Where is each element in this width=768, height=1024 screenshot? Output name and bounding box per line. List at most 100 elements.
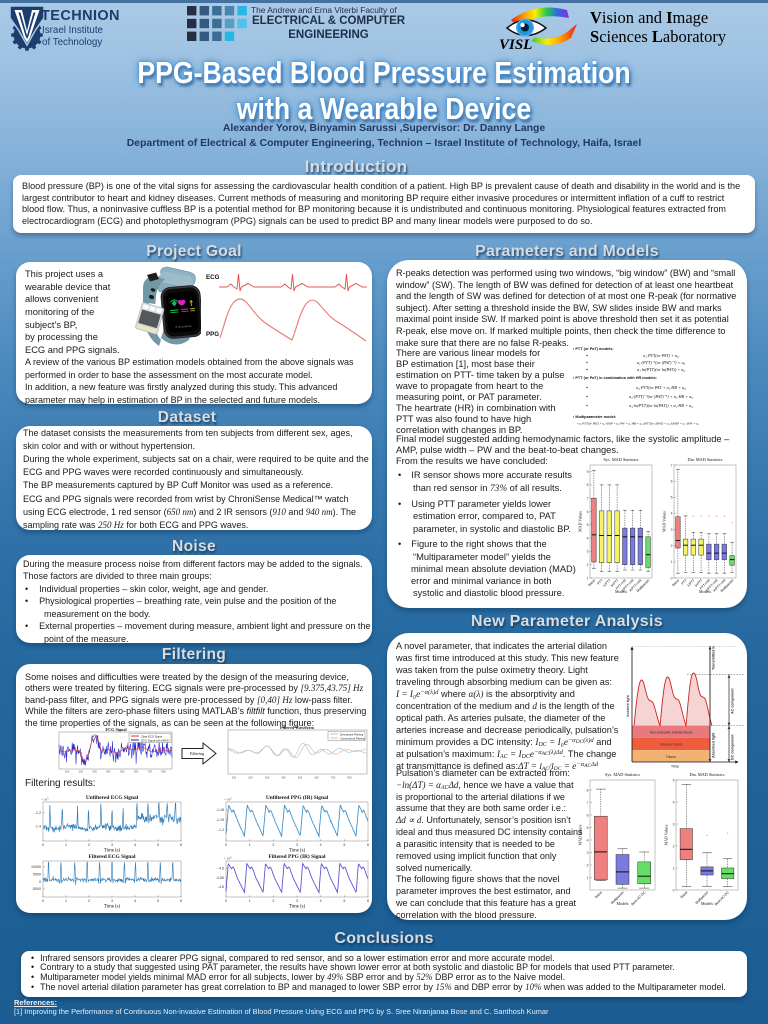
svg-text:DC component: DC component (731, 734, 735, 760)
svg-text:1: 1 (65, 843, 67, 847)
svg-text:6: 6 (180, 899, 182, 903)
svg-text:-1.19: -1.19 (216, 818, 224, 822)
svg-text:4: 4 (671, 512, 673, 516)
svg-text:Naive: Naive (671, 578, 680, 587)
svg-text:PPG: PPG (206, 331, 219, 338)
svg-text:0: 0 (225, 899, 227, 903)
svg-text:4: 4 (134, 843, 136, 847)
svg-text:3: 3 (587, 550, 589, 554)
svg-text:8: 8 (587, 483, 589, 487)
svg-text:6: 6 (587, 510, 589, 514)
svg-text:Naive: Naive (594, 890, 603, 899)
svg-text:4: 4 (320, 899, 322, 903)
svg-text:+: + (723, 513, 726, 518)
svg-text:-1.2: -1.2 (35, 811, 41, 815)
svg-text:a₁·ln(PTT)(or ln(PAT)) + a₀: a₁·ln(PTT)(or ln(PAT)) + a₀ (637, 367, 685, 372)
svg-text:Dia. MAD Statistics: Dia. MAD Statistics (688, 457, 723, 462)
svg-text:4: 4 (673, 800, 675, 804)
svg-text:4: 4 (587, 838, 589, 842)
svg-text:Naive: Naive (680, 890, 689, 899)
svg-text:100: 100 (232, 776, 237, 780)
svg-text:200: 200 (248, 776, 253, 780)
svg-text:5000: 5000 (33, 872, 41, 876)
svg-text:0: 0 (225, 843, 227, 847)
svg-text:3: 3 (671, 528, 673, 532)
svg-text:5: 5 (157, 899, 159, 903)
svg-text:5: 5 (343, 843, 345, 847)
svg-text:Zero-phase Filtering: Zero-phase Filtering (340, 732, 364, 736)
svg-text:7: 7 (587, 801, 589, 805)
svg-text:▪ Multiparameter model:: ▪ Multiparameter model: (573, 415, 616, 419)
svg-text:Naive: Naive (587, 578, 596, 587)
svg-text:4: 4 (134, 899, 136, 903)
svg-text:Time (s): Time (s) (289, 905, 306, 910)
svg-text:600: 600 (134, 770, 139, 774)
svg-text:6: 6 (180, 843, 182, 847)
svg-text:PTT: PTT (680, 578, 687, 585)
svg-text:Venous blood: Venous blood (660, 743, 682, 747)
svg-text:1: 1 (587, 576, 589, 580)
svg-text:6: 6 (367, 843, 369, 847)
svg-text:Filtered PPG (IR) Signal: Filtered PPG (IR) Signal (269, 853, 326, 860)
svg-text:a₁·(PTT)⁻¹(or (PAT)⁻¹) + a₀: a₁·(PTT)⁻¹(or (PAT)⁻¹) + a₀ (637, 360, 686, 365)
svg-text:Incident light: Incident light (626, 694, 630, 716)
svg-text:MAD Values: MAD Values (662, 511, 667, 532)
svg-text:Transmitted light: Transmitted light (712, 646, 716, 670)
svg-text:300: 300 (265, 776, 270, 780)
svg-text:Best-AC-DC: Best-AC-DC (714, 890, 730, 906)
svg-text:a₂·PTT(or PAT + a₁·HR + a₀: a₂·PTT(or PAT + a₁·HR + a₀ (636, 385, 686, 390)
svg-text:Conventional Filtering: Conventional Filtering (340, 736, 366, 740)
svg-text:▪ PTT (or PaT) models:: ▪ PTT (or PaT) models: (573, 347, 614, 351)
svg-text:PTT: PTT (596, 578, 603, 585)
svg-text:5: 5 (587, 826, 589, 830)
svg-text:Tissue: Tissue (666, 755, 676, 759)
svg-text:5: 5 (673, 778, 675, 782)
svg-text:Filtering: Filtering (189, 751, 204, 756)
svg-text:-1.2: -1.2 (218, 828, 224, 832)
svg-text:800: 800 (161, 770, 166, 774)
svg-text:lnPTT: lnPTT (610, 578, 619, 587)
svg-text:+: + (692, 513, 695, 518)
svg-text:400: 400 (106, 770, 111, 774)
svg-text:6: 6 (367, 899, 369, 903)
svg-text:800: 800 (347, 776, 352, 780)
svg-text:200: 200 (79, 770, 84, 774)
svg-text:-4.6: -4.6 (218, 885, 224, 889)
svg-text:5: 5 (671, 496, 673, 500)
svg-text:Models: Models (617, 901, 629, 906)
svg-text:2: 2 (272, 843, 274, 847)
svg-text:700: 700 (331, 776, 336, 780)
svg-text:1: 1 (587, 876, 589, 880)
svg-text:ECG: ECG (206, 274, 220, 281)
svg-text:7: 7 (671, 463, 673, 467)
svg-text:3: 3 (296, 843, 298, 847)
svg-text:+: + (706, 833, 709, 838)
svg-text:Sys. MAD Statistics: Sys. MAD Statistics (605, 772, 640, 777)
svg-text:+: + (684, 513, 687, 518)
svg-text:Filtered ECG Signal: Filtered ECG Signal (89, 854, 136, 860)
svg-text:10000: 10000 (31, 865, 41, 869)
svg-text:• a₇·PTT(or PAT) + a₆·AMP + a₅: • a₇·PTT(or PAT) + a₆·AMP + a₅·PW + a₄·H… (577, 422, 699, 426)
svg-text:Absorbed light: Absorbed light (712, 732, 716, 758)
svg-text:0: 0 (671, 576, 673, 580)
svg-text:MAD Values: MAD Values (578, 824, 583, 845)
svg-text:400: 400 (281, 776, 286, 780)
svg-text:7: 7 (587, 497, 589, 501)
svg-text:⚗ ChroniSense: ⚗ ChroniSense (175, 325, 192, 329)
svg-text:600: 600 (314, 776, 319, 780)
svg-text:AC component: AC component (731, 688, 735, 714)
svg-text:-5000: -5000 (32, 887, 41, 891)
svg-text:Sys. MAD Statistics: Sys. MAD Statistics (604, 457, 639, 462)
svg-text:Time (s): Time (s) (289, 849, 306, 854)
svg-text:Non-pulsatile arterial blood: Non-pulsatile arterial blood (650, 731, 693, 735)
svg-text:lnPTT: lnPTT (694, 578, 703, 587)
svg-text:-1.18: -1.18 (216, 808, 224, 812)
svg-text:+: + (708, 513, 711, 518)
svg-text:3: 3 (296, 899, 298, 903)
svg-text:MAD Values: MAD Values (578, 511, 583, 532)
svg-text:-4.5: -4.5 (218, 867, 224, 871)
svg-text:2: 2 (587, 563, 589, 567)
svg-text:Clear ECG Signal: Clear ECG Signal (141, 734, 163, 738)
svg-text:Models: Models (701, 901, 713, 906)
svg-text:Unfiltered ECG Signal: Unfiltered ECG Signal (86, 795, 139, 801)
